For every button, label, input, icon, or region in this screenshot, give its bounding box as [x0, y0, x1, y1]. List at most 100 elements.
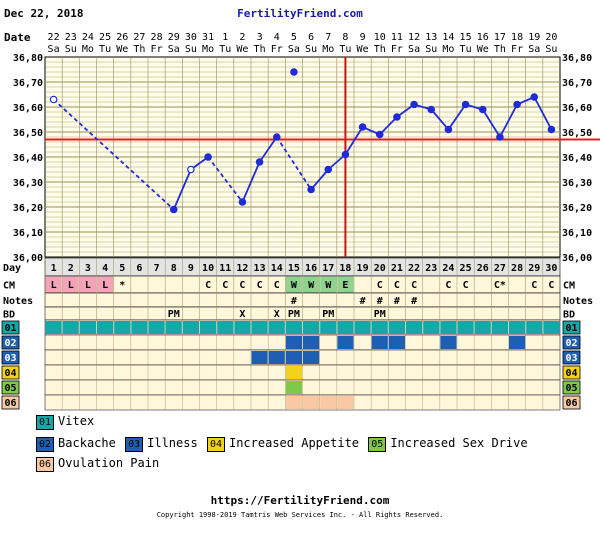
track-code-box-right — [562, 395, 581, 410]
notes-value: # — [394, 296, 400, 307]
footer-copyright: Copyright 1998-2019 Tamtris Web Services… — [156, 511, 444, 519]
temp-segment — [447, 103, 467, 131]
weekday-tick: Th — [133, 44, 145, 55]
y-tick-right: 36,40 — [562, 153, 592, 164]
day-number: 4 — [102, 263, 108, 274]
cm-value: C — [274, 280, 280, 291]
track-cell-01 — [79, 321, 96, 334]
date-tick: 8 — [342, 32, 348, 43]
track-cell-01 — [320, 321, 337, 334]
day-number: 24 — [442, 263, 454, 274]
date-tick: 14 — [442, 32, 454, 43]
track-cell-01 — [148, 321, 165, 334]
track-cell-06 — [337, 396, 354, 409]
track-cell-03 — [285, 351, 302, 364]
bd-value: X — [239, 309, 245, 320]
y-tick-left: 36,40 — [13, 153, 43, 164]
temp-segment — [258, 136, 278, 163]
weekday-tick: Su — [185, 44, 197, 55]
temp-segment — [207, 156, 244, 203]
temp-point — [255, 158, 264, 166]
date-tick: 10 — [374, 32, 386, 43]
track-cell-01 — [251, 321, 268, 334]
day-number: 25 — [460, 263, 472, 274]
y-tick-left: 36,00 — [13, 253, 43, 264]
date-tick: 17 — [494, 32, 506, 43]
weekday-tick: Th — [494, 44, 506, 55]
track-code-right: 04 — [565, 368, 577, 379]
temp-segment — [499, 104, 518, 138]
y-tick-right: 36,70 — [562, 78, 592, 89]
notes-row-label: Notes — [3, 296, 33, 307]
legend-row-2: 02 Backache 03 Illness 04 Increased Appetit… — [36, 436, 528, 452]
track-code-box-left — [1, 350, 20, 365]
cm-fertile-cell — [285, 276, 302, 293]
temp-point — [169, 205, 178, 214]
track-cell-02 — [303, 336, 320, 349]
track-cell-01 — [114, 321, 131, 334]
date-tick: 3 — [257, 32, 263, 43]
track-cell-01 — [217, 321, 234, 334]
temp-point — [341, 150, 350, 159]
track-cell-01 — [440, 321, 457, 334]
temp-point — [530, 93, 539, 101]
y-tick-left: 36,80 — [13, 53, 43, 64]
legend-label-vitex: Vitex — [58, 414, 95, 428]
track-cell-01 — [457, 321, 474, 334]
date-tick: 9 — [360, 32, 366, 43]
footer-url[interactable]: https://FertilityFriend.com — [210, 494, 390, 507]
weekday-tick: Tu — [219, 44, 231, 55]
temp-point — [49, 95, 58, 104]
cm-value: C — [411, 280, 417, 291]
day-number: 5 — [119, 263, 125, 274]
legend-swatch-06: 06 — [36, 457, 55, 472]
period-cell — [62, 276, 79, 293]
weekday-tick: Sa — [408, 44, 420, 55]
period-cell — [45, 276, 62, 293]
cm-fertile-cell — [337, 276, 354, 293]
bd-value: PM — [322, 309, 334, 320]
y-tick-right: 36,80 — [562, 53, 592, 64]
track-cell-03 — [251, 351, 268, 364]
track-cell-03 — [268, 351, 285, 364]
track-cell-01 — [131, 321, 148, 334]
track-cell-02 — [388, 336, 405, 349]
bd-value: PM — [288, 309, 300, 320]
day-number: 15 — [288, 263, 300, 274]
date-tick: 2 — [239, 32, 245, 43]
temp-segment — [379, 116, 398, 136]
temp-point — [272, 133, 281, 141]
day-number: 10 — [202, 263, 214, 274]
cm-value: * — [119, 280, 125, 291]
track-code-left: 02 — [4, 338, 16, 349]
cm-value: C — [239, 280, 245, 291]
track-cell-01 — [285, 321, 302, 334]
weekday-tick: Tu — [339, 44, 351, 55]
weekday-tick: Fr — [151, 44, 163, 55]
notes-value: # — [377, 296, 383, 307]
date-tick: 7 — [325, 32, 331, 43]
temp-point — [375, 130, 384, 139]
temp-segment — [344, 126, 364, 155]
weekday-tick: Fr — [271, 44, 283, 55]
track-cell-01 — [423, 321, 440, 334]
cm-value: E — [342, 280, 348, 291]
temp-segment — [275, 136, 312, 190]
cm-fertile-cell — [320, 276, 337, 293]
track-code-box-right — [562, 350, 581, 365]
track-cell-01 — [45, 321, 62, 334]
temp-point — [410, 100, 418, 109]
weekday-tick: Su — [65, 44, 77, 55]
weekday-tick: Tu — [460, 44, 472, 55]
track-cell-01 — [388, 321, 405, 334]
track-cell-01 — [200, 321, 217, 334]
track-cell-01 — [354, 321, 371, 334]
temp-segment — [533, 96, 553, 130]
track-cell-01 — [268, 321, 285, 334]
temp-point-discarded — [290, 68, 298, 76]
day-number: 29 — [528, 263, 540, 274]
legend-swatch-01: 01 — [36, 415, 55, 430]
date-tick: 13 — [425, 32, 437, 43]
date-tick: 11 — [391, 32, 403, 43]
track-cell-06 — [320, 396, 337, 409]
